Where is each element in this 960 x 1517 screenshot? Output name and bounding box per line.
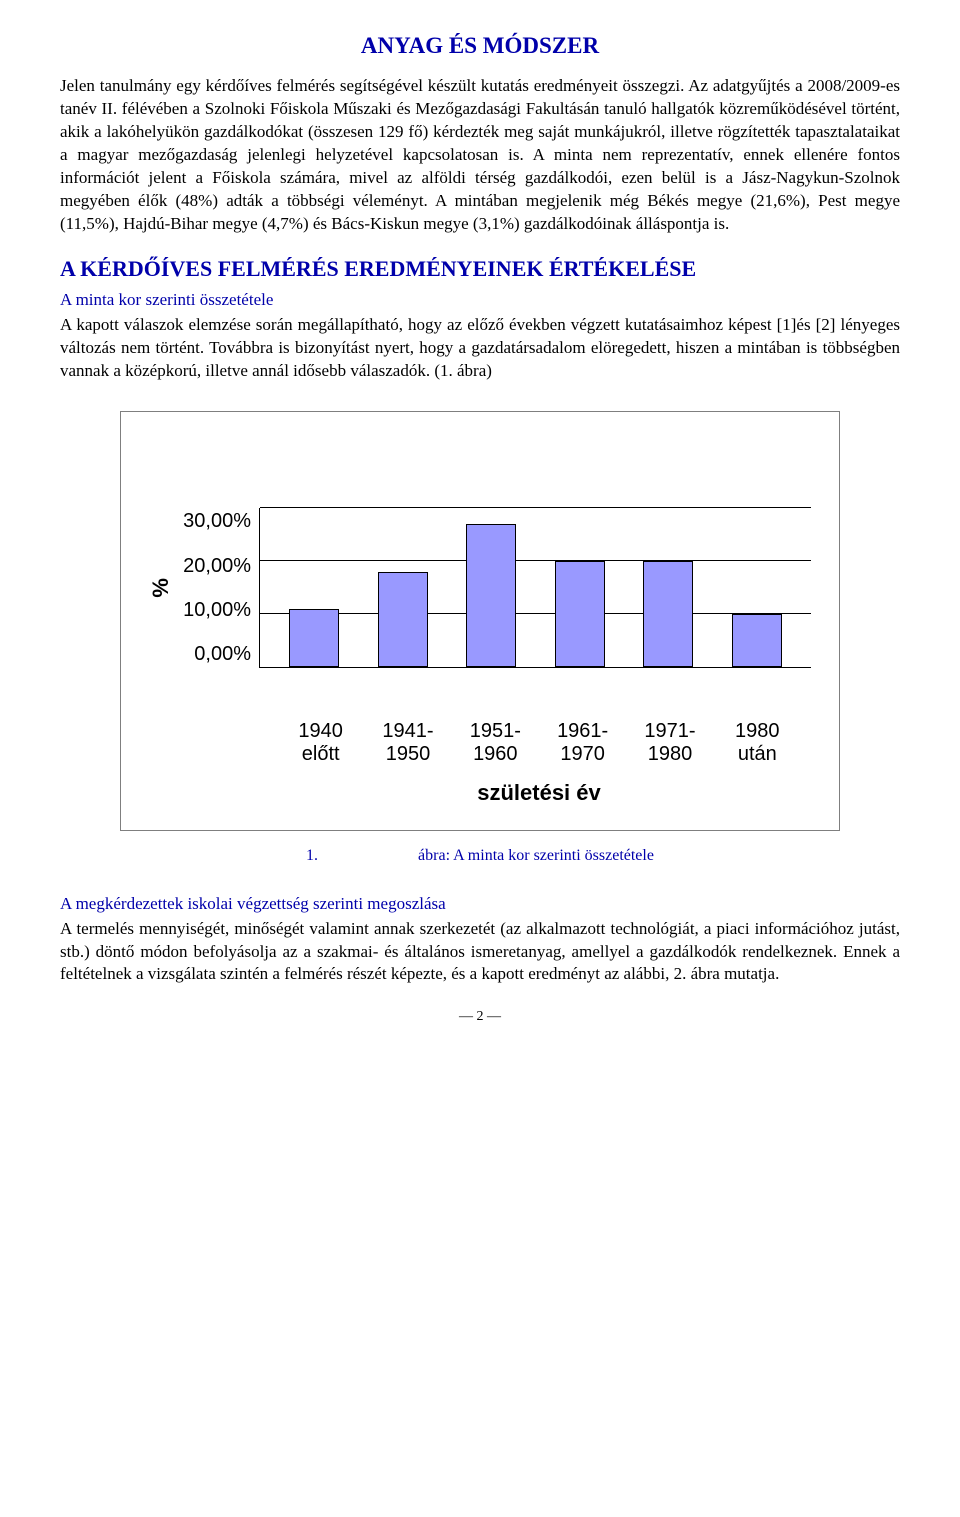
plot-area	[259, 508, 811, 668]
bar	[466, 524, 516, 667]
y-tick: 30,00%	[173, 508, 251, 535]
section-heading-ertekeles: A KÉRDŐÍVES FELMÉRÉS EREDMÉNYEINEK ÉRTÉK…	[60, 254, 900, 284]
y-axis-ticks: 30,00% 20,00% 10,00% 0,00%	[173, 508, 259, 668]
page-number: 2	[60, 1008, 900, 1027]
bar	[378, 572, 428, 667]
y-tick: 0,00%	[173, 641, 251, 668]
subheading-vegzettseg: A megkérdezettek iskolai végzettség szer…	[60, 893, 900, 916]
y-axis-label: %	[146, 576, 176, 600]
y-tick: 10,00%	[173, 597, 251, 624]
bar	[732, 614, 782, 667]
y-tick: 20,00%	[173, 553, 251, 580]
section-heading-anyag: ANYAG ÉS MÓDSZER	[60, 30, 900, 61]
x-tick: 1980után	[721, 720, 793, 766]
x-axis-label: születési év	[267, 778, 811, 808]
bars-container	[260, 508, 811, 667]
figure1-caption-num: 1.	[306, 845, 318, 867]
x-tick: 1951-1960	[459, 720, 531, 766]
bar	[289, 609, 339, 667]
bar	[643, 561, 693, 667]
x-tick: 1961-1970	[547, 720, 619, 766]
age-distribution-chart: % 30,00% 20,00% 10,00% 0,00% 1940előtt19…	[120, 411, 840, 831]
x-axis-ticks: 1940előtt 1941-1950 1951-1960 1961-1970 1971…	[267, 712, 811, 766]
figure1-caption: 1. ábra: A minta kor szerinti összetétele	[60, 845, 900, 867]
figure1-caption-text: ábra: A minta kor szerinti összetétele	[418, 847, 654, 864]
paragraph-intro: Jelen tanulmány egy kérdőíves felmérés s…	[60, 75, 900, 236]
bar	[555, 561, 605, 667]
subheading-kor: A minta kor szerinti összetétele	[60, 289, 900, 312]
chart-plot-row: % 30,00% 20,00% 10,00% 0,00%	[149, 464, 811, 712]
paragraph-vegzettseg: A termelés mennyiségét, minőségét valami…	[60, 918, 900, 987]
x-tick: 1941-1950	[372, 720, 444, 766]
x-tick: 1971-1980	[634, 720, 706, 766]
x-tick: 1940előtt	[285, 720, 357, 766]
paragraph-kor: A kapott válaszok elemzése során megálla…	[60, 314, 900, 383]
